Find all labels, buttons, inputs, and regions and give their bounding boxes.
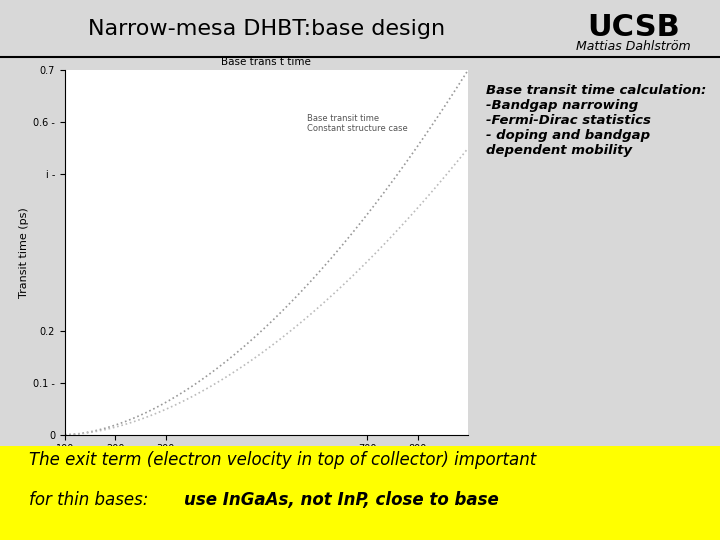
Text: UCSB: UCSB [588,14,680,43]
Text: use InGaAs, not InP, close to base: use InGaAs, not InP, close to base [184,491,498,509]
Text: Base transit time
Constant structure case: Base transit time Constant structure cas… [307,114,408,133]
Text: Narrow-mesa DHBT:base design: Narrow-mesa DHBT:base design [88,19,445,39]
Title: Base trans t time: Base trans t time [222,57,311,66]
Text: The exit term (electron velocity in top of collector) important: The exit term (electron velocity in top … [29,451,536,469]
Y-axis label: Transit time (ps): Transit time (ps) [19,207,29,298]
Text: Base transit time calculation:
-Bandgap narrowing
-Fermi-Dirac statistics
- dopi: Base transit time calculation: -Bandgap … [486,84,706,157]
Text: for thin bases:: for thin bases: [29,491,153,509]
Text: Mattias Dahlström: Mattias Dahlström [576,40,691,53]
X-axis label: Base width (A): Base width (A) [225,458,307,469]
